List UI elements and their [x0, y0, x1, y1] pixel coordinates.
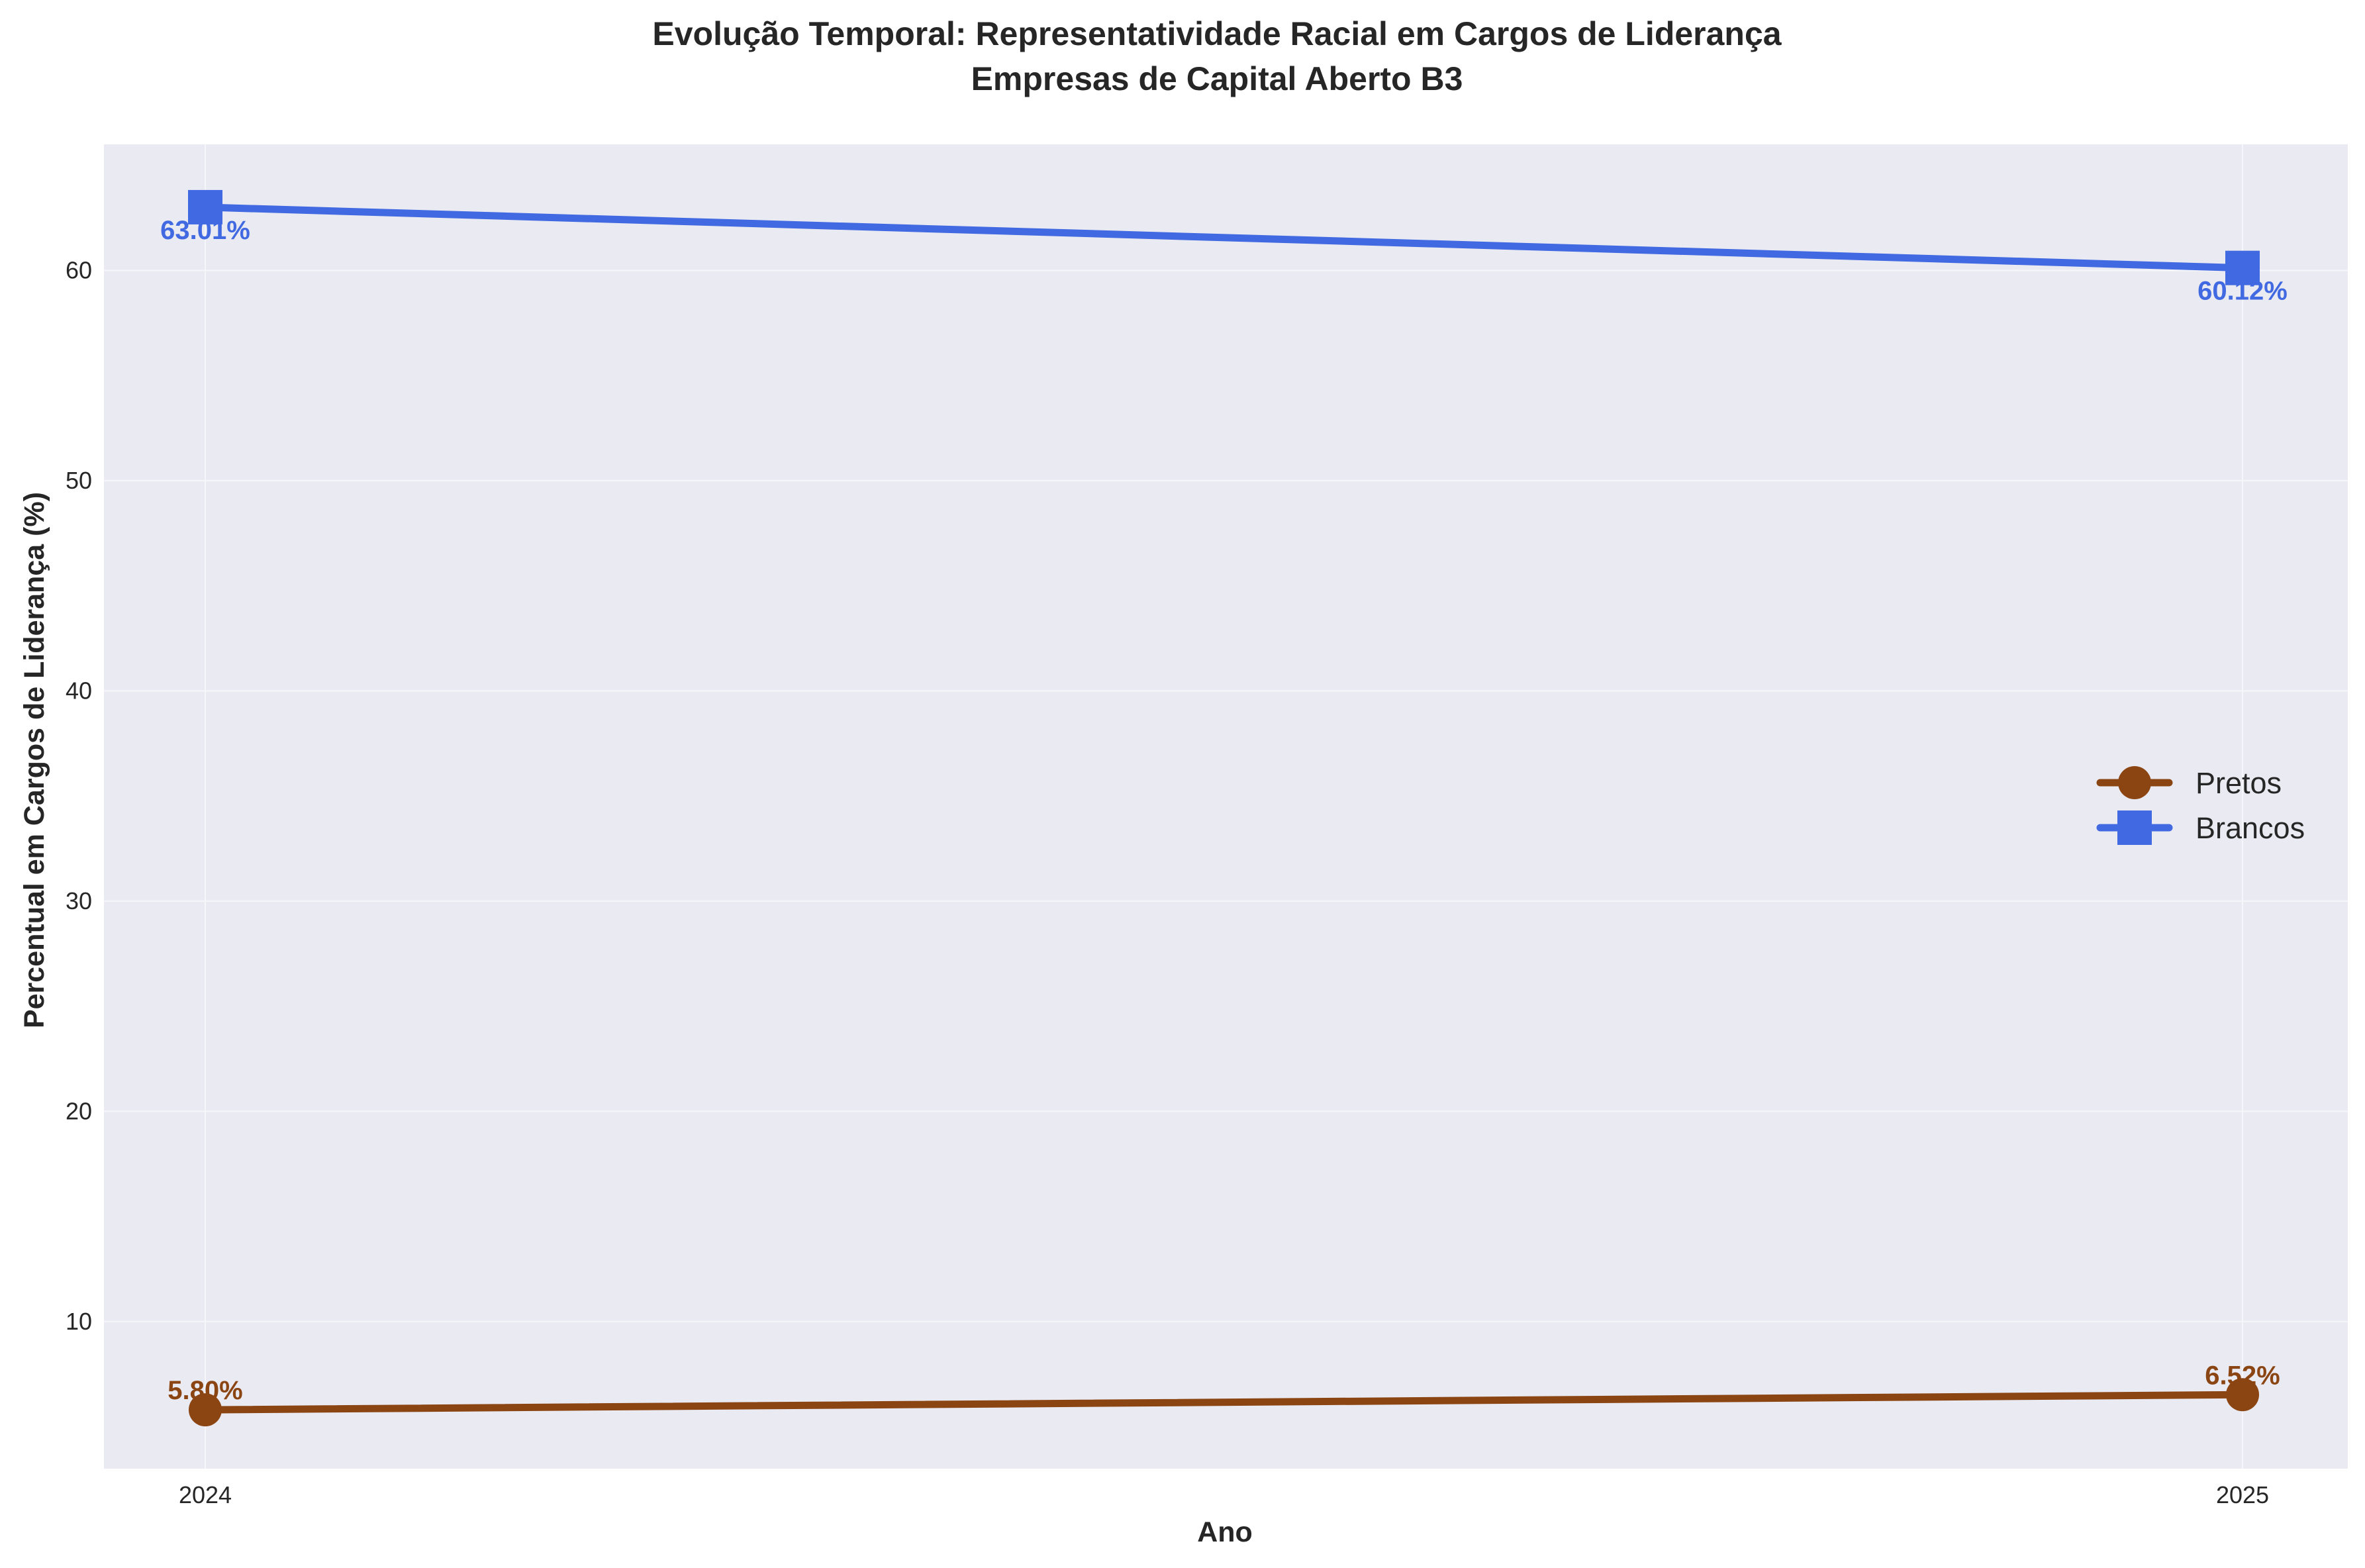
legend: Pretos Brancos	[2096, 766, 2305, 845]
chart-title: Evolução Temporal: Representatividade Ra…	[652, 15, 1782, 52]
y-tick-label: 10	[66, 1308, 92, 1335]
data-label: 60.12%	[2197, 277, 2288, 306]
legend-label: Brancos	[2196, 811, 2305, 845]
x-tick-label: 2025	[2216, 1481, 2269, 1508]
tick-labels: 10 20 30 40 50 60 2024 2025	[66, 256, 2269, 1508]
y-axis-label: Percentual em Cargos de Liderança (%)	[19, 492, 50, 1028]
legend-label: Pretos	[2196, 766, 2282, 800]
data-point	[188, 189, 222, 224]
legend-marker	[2118, 766, 2151, 799]
data-point	[2226, 1378, 2259, 1412]
legend-marker	[2117, 810, 2152, 845]
y-tick-label: 40	[66, 677, 92, 704]
y-tick-label: 60	[66, 256, 92, 283]
series-brancos: 63.01% 60.12%	[160, 189, 2288, 306]
grid	[104, 144, 2348, 1469]
x-axis-label: Ano	[1197, 1516, 1253, 1548]
series-line	[201, 1391, 2246, 1414]
legend-entry-brancos: Brancos	[2096, 810, 2305, 845]
data-label: 5.80%	[168, 1376, 242, 1405]
plot-area	[104, 144, 2348, 1469]
legend-entry-pretos: Pretos	[2096, 766, 2282, 800]
y-tick-label: 30	[66, 887, 92, 914]
series-pretos: 5.80% 6.52%	[168, 1361, 2280, 1427]
series-line	[201, 203, 2246, 272]
data-label: 6.52%	[2205, 1361, 2280, 1390]
x-tick-label: 2024	[179, 1481, 232, 1508]
data-label: 63.01%	[160, 216, 250, 245]
data-point	[189, 1393, 222, 1427]
data-point	[2225, 250, 2260, 285]
y-tick-label: 20	[66, 1097, 92, 1124]
y-tick-label: 50	[66, 467, 92, 494]
chart-subtitle: Empresas de Capital Aberto B3	[971, 60, 1463, 97]
series-layer: 5.80% 6.52% 63.01% 60.12%	[160, 189, 2288, 1427]
